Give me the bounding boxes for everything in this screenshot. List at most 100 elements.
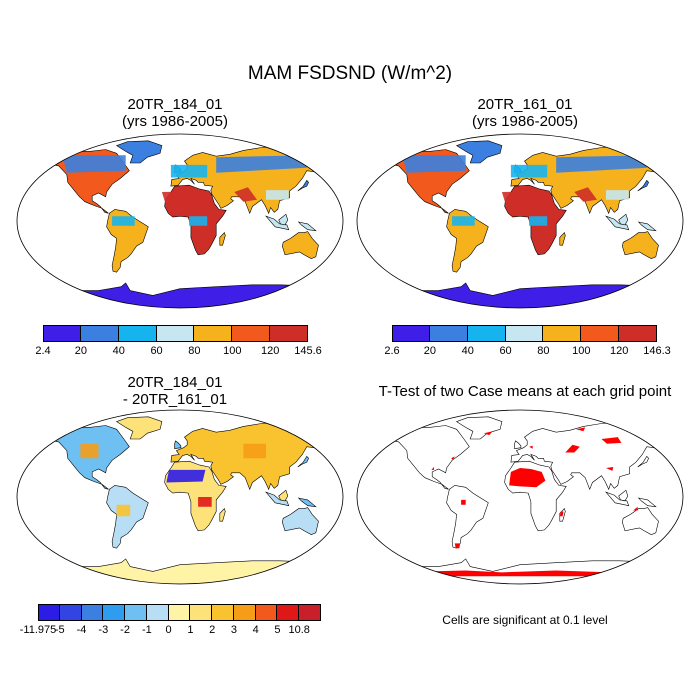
map-1-land-greenland	[115, 140, 163, 164]
labelbar-3-tick-label: 3	[230, 624, 237, 636]
map-4-significant-cell	[384, 570, 656, 577]
map-panel-4	[356, 409, 684, 585]
map-panel-2	[356, 133, 684, 309]
labelbar-1-tick-label: 100	[223, 345, 242, 357]
panel-4-title: T-Test of two Case means at each grid po…	[378, 383, 672, 400]
map-1-land-borneo	[278, 213, 289, 226]
map-4-land-madagascar	[559, 508, 566, 522]
map-1-land-newGuinea	[297, 221, 317, 232]
map-3-region	[166, 469, 206, 483]
labelbar-1-color-box	[118, 325, 157, 342]
labelbar-3-color-box	[299, 604, 321, 621]
panel-3-title-line2: - 20TR_161_01	[122, 391, 228, 408]
labelbar-2-color-box	[392, 325, 430, 342]
labelbar-3-color-box	[103, 604, 126, 621]
map-3-land-greenland	[115, 416, 163, 440]
map-4-significant-cell	[601, 437, 622, 444]
labelbar-2-color-box	[543, 325, 582, 342]
map-1-region	[234, 187, 257, 202]
labelbar-1-tick-label: 60	[150, 345, 163, 357]
labelbar-3-tick-label: -11.975	[19, 624, 57, 636]
labelbar-2-tick-label: 120	[609, 345, 629, 357]
map-2-region	[402, 155, 466, 173]
labelbar-panel-1: 2.4 20 40 60 80 100 120 145.6	[35, 325, 322, 361]
panel-2-title-line1: 20TR_161_01	[477, 96, 573, 113]
labelbar-3-tick-label: 10.8	[288, 624, 310, 636]
labelbar-3-tick-label: -4	[76, 624, 87, 636]
map-4-land-eurasia	[510, 422, 683, 491]
map-2-region	[574, 187, 597, 202]
labelbar-2-color-box	[505, 325, 544, 342]
labelbar-3-tick-label: 0	[165, 624, 172, 636]
map-2-land-indonesia	[605, 215, 630, 231]
map-3-region	[116, 504, 131, 517]
map-4-significant-cell	[509, 468, 546, 488]
map-4-significant-cell	[483, 431, 493, 436]
labelbar-2-tick-label: 2.6	[384, 345, 400, 357]
map-1-region	[170, 164, 208, 178]
map-1-land-japan	[297, 179, 309, 192]
labelbar-2-tick-label: 100	[572, 345, 591, 357]
map-4-land-northAmerica	[367, 425, 470, 490]
labelbar-1-tick-label: 120	[260, 345, 280, 357]
map-4-significant-cell	[529, 445, 533, 449]
significance-note: Cells are significant at 0.1 level	[442, 613, 608, 627]
labelbar-3-color-box	[168, 604, 191, 621]
map-2-region	[606, 190, 629, 200]
map-1-region	[266, 190, 289, 200]
map-2-region	[452, 216, 475, 226]
map-3-land-japan	[297, 455, 309, 468]
map-4-significant-cell	[606, 467, 614, 471]
main-title: MAM FSDSND (W/m^2)	[247, 63, 453, 84]
labelbar-3-color-box	[81, 604, 104, 621]
map-2-region	[501, 191, 551, 208]
labelbar-3-tick-label: -1	[141, 624, 152, 636]
panel-1-title-line2: (yrs 1986-2005)	[122, 113, 228, 130]
labelbar-1-color-box	[156, 325, 195, 342]
labelbar-1-color-box	[80, 325, 119, 342]
map-4-significant-cell	[565, 444, 580, 453]
map-3-land-australia	[281, 507, 319, 536]
map-2-outline	[356, 133, 684, 309]
map-3-land-southAmerica	[106, 485, 149, 549]
labelbar-3-color-box	[146, 604, 169, 621]
map-3-region	[243, 443, 266, 459]
map-4-significant-cell	[633, 506, 638, 511]
map-1-region	[189, 216, 208, 226]
map-1-outline	[16, 133, 344, 309]
map-4-land-greenland	[455, 416, 503, 440]
labelbar-3-color-box	[38, 604, 60, 621]
labelbar-3-tick-label: 2	[209, 624, 216, 636]
labelbar-1-color-box	[43, 325, 81, 342]
labelbar-3-tick-label: 4	[252, 624, 259, 636]
map-4-significant-cell	[431, 467, 434, 470]
map-2-land-newGuinea	[637, 221, 657, 232]
panel-2-title: 20TR_161_01 (yrs 1986-2005)	[375, 96, 675, 130]
map-1-region	[112, 216, 135, 226]
map-4-significant-cell	[451, 456, 455, 461]
labelbar-2-color-box	[467, 325, 506, 342]
map-1-region	[161, 191, 211, 208]
labelbar-2-tick-label: 20	[423, 345, 436, 357]
map-4-land-southAmerica	[446, 485, 489, 549]
labelbar-3-tick-label: 5	[274, 624, 281, 636]
labelbar-2-color-box	[581, 325, 620, 342]
labelbar-2-tick-label: 60	[499, 345, 512, 357]
map-1-region	[216, 155, 307, 173]
map-1-land-madagascar	[219, 232, 226, 246]
map-4-land-africa	[504, 460, 567, 532]
labelbar-3-color-box	[233, 604, 256, 621]
map-4-land-indonesia	[605, 491, 630, 507]
labelbar-1-color-box	[232, 325, 271, 342]
map-3-outline	[16, 409, 344, 585]
map-2-land-newZealand	[671, 254, 682, 266]
map-2-region	[510, 164, 548, 178]
labelbar-2-tick-label: 146.3	[643, 345, 671, 357]
labelbar-3-tick-label: -5	[54, 624, 65, 636]
labelbar-panel-2: 2.6 20 40 60 80 100 120 146.3	[384, 325, 671, 361]
labelbar-3-tick-label: -3	[98, 624, 109, 636]
map-3-region	[198, 497, 212, 507]
map-1-land-australia	[281, 231, 319, 260]
map-panel-3	[16, 409, 344, 585]
map-3-land-uk	[174, 440, 182, 450]
